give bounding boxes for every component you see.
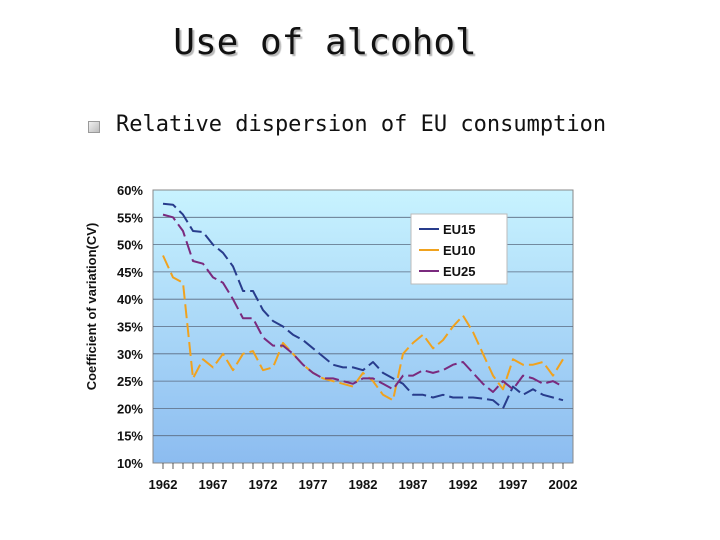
x-tick-label: 1992	[449, 477, 478, 492]
series-line-eu10	[162, 255, 564, 402]
x-tick-label: 2002	[549, 477, 578, 492]
x-tick-label: 1972	[249, 477, 278, 492]
y-tick-label: 40%	[117, 292, 143, 307]
x-tick-label: 1987	[399, 477, 428, 492]
y-tick-labels: 10% 15% 20% 25% 30% 35% 40% 45% 50% 55% 60%	[117, 183, 143, 471]
y-axis-label: Coefficient of variation(CV)	[84, 223, 99, 391]
bullet-text: Relative dispersion of EU consumption	[116, 112, 607, 137]
y-tick-label: 45%	[117, 265, 143, 280]
series-line-eu15	[162, 202, 564, 410]
y-tick-label: 55%	[117, 210, 143, 225]
y-tick-label: 50%	[117, 238, 143, 253]
series-line-eu25	[162, 213, 564, 393]
bullet-item: Relative dispersion of EU consumption	[88, 112, 606, 137]
legend-label-eu10: EU10	[443, 243, 476, 258]
x-tick-labels: 1962 1967 1972 1977 1982 1987 1992 1997 2002	[149, 477, 578, 492]
legend-label-eu25: EU25	[443, 264, 476, 279]
y-tick-label: 25%	[117, 374, 143, 389]
y-tick-label: 10%	[117, 456, 143, 471]
y-tick-label: 15%	[117, 429, 143, 444]
y-tick-label: 30%	[117, 347, 143, 362]
y-tick-label: 35%	[117, 320, 143, 335]
square-bullet-icon	[88, 120, 100, 133]
x-tick-label: 1967	[199, 477, 228, 492]
y-tick-label: 20%	[117, 401, 143, 416]
x-tick-label: 1997	[499, 477, 528, 492]
x-tick-label: 1977	[299, 477, 328, 492]
x-tick-label: 1962	[149, 477, 178, 492]
slide-title: Use of alcohol	[173, 22, 477, 63]
x-tick-label: 1982	[349, 477, 378, 492]
y-tick-label: 60%	[117, 183, 143, 198]
series-lines	[162, 202, 564, 410]
legend: EU15 EU10 EU25	[410, 213, 508, 285]
legend-label-eu15: EU15	[443, 222, 476, 237]
